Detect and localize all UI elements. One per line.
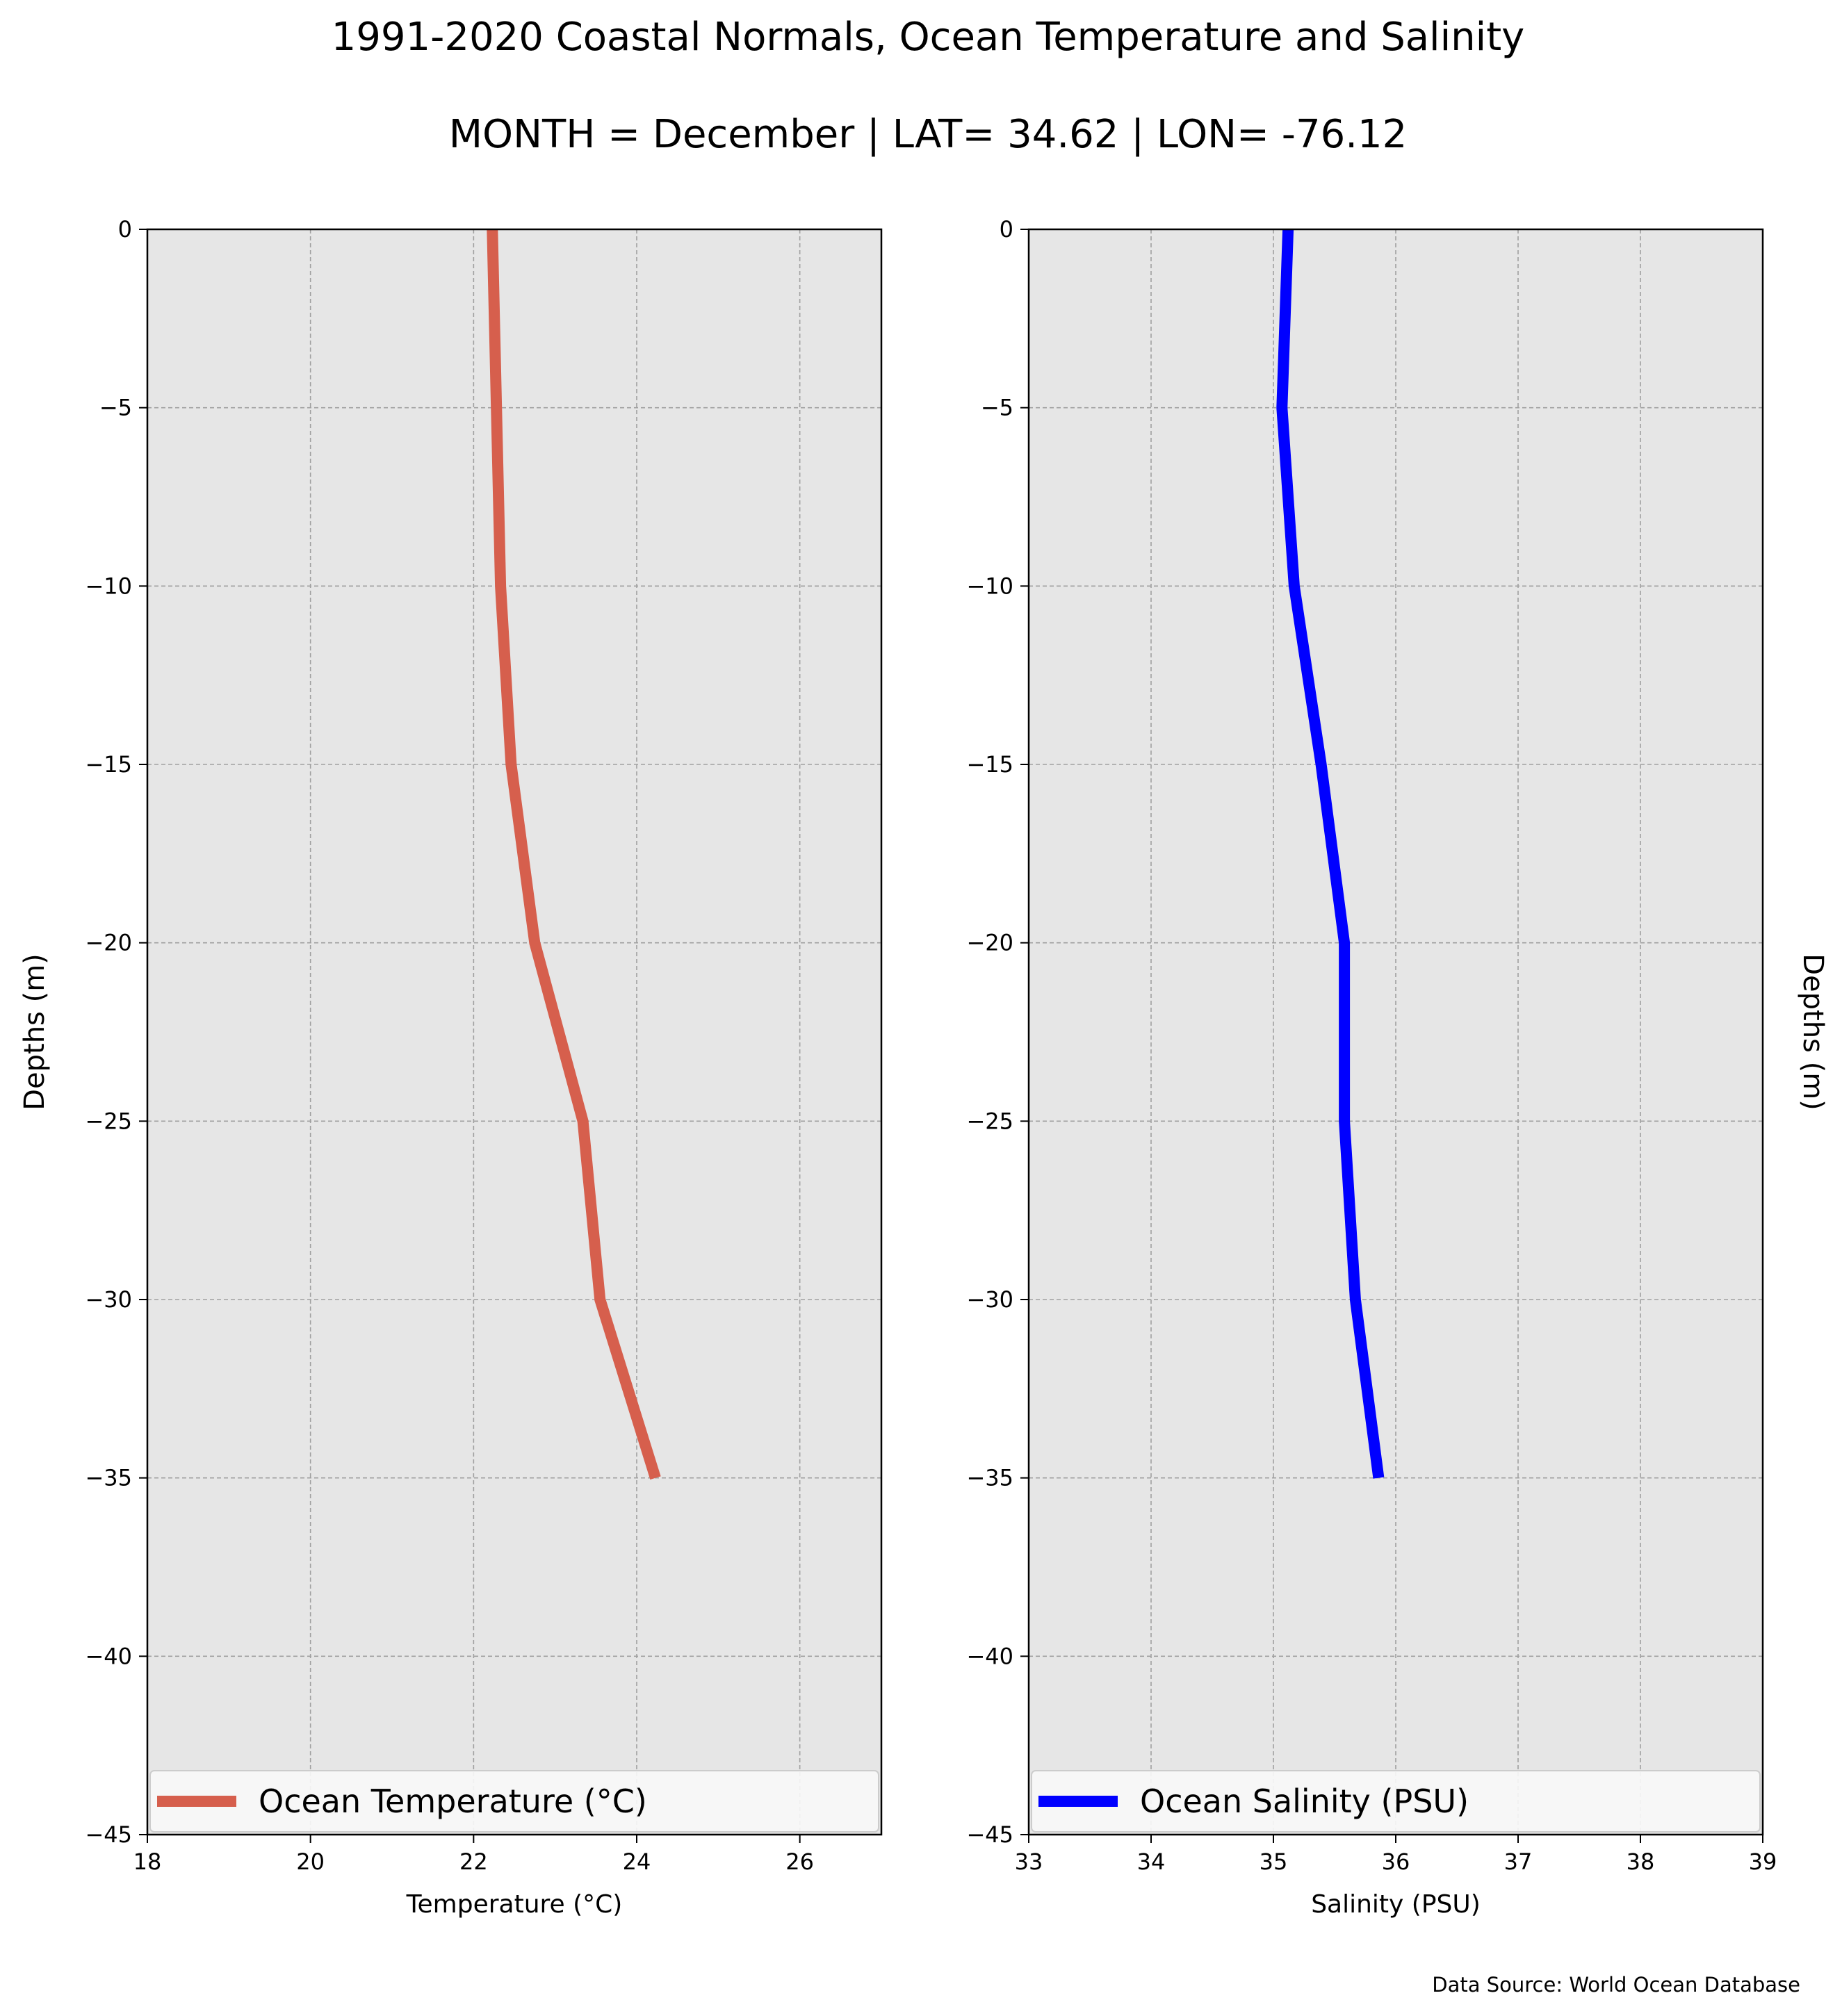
y-tick-label: −30 [966,1286,1013,1313]
legend-label: Ocean Salinity (PSU) [1140,1783,1469,1820]
y-tick-label: −40 [85,1643,132,1669]
y-axis-label: Depths (m) [19,953,51,1111]
x-tick-label: 34 [1137,1849,1166,1875]
figure-subtitle: MONTH = December | LAT= 34.62 | LON= -76… [449,112,1408,157]
y-tick-label: −10 [966,573,1013,599]
y-tick-label: −10 [85,573,132,599]
salinity-panel: Ocean Salinity (PSU) 33 34 35 36 37 38 39 0 −5 −10… [966,216,1829,1919]
plot-frame [146,228,883,1836]
x-axis-label: Salinity (PSU) [1311,1890,1481,1919]
x-tick-label: 22 [459,1849,488,1875]
y-tick-label: −15 [966,751,1013,778]
legend-box [149,1770,879,1833]
x-tick-label: 35 [1260,1849,1288,1875]
x-tick-label: 36 [1382,1849,1410,1875]
y-tick-label: 0 [118,216,132,243]
series-line [1276,229,1385,1479]
y-tick-label: −45 [85,1821,132,1848]
x-tick-label: 18 [133,1849,162,1875]
y-tick-label: −20 [85,930,132,956]
legend-box [1031,1770,1761,1833]
legend: Ocean Temperature (°C) [149,1770,879,1833]
x-tick-label: 33 [1015,1849,1043,1875]
y-tick-label: −5 [99,395,132,421]
y-tick-label: −45 [966,1821,1013,1848]
x-tick-label: 37 [1504,1849,1533,1875]
y-tick-label: −40 [966,1643,1013,1669]
x-tick-label: 38 [1627,1849,1655,1875]
x-tick-label: 24 [623,1849,651,1875]
y-tick-label: −35 [966,1465,1013,1491]
figure-title: 1991-2020 Coastal Normals, Ocean Tempera… [332,15,1525,60]
y-tick-label: −5 [981,395,1013,421]
data-source-note: Data Source: World Ocean Database [1432,1973,1800,1997]
y-tick-label: −15 [85,751,132,778]
y-tick-label: −25 [966,1108,1013,1134]
y-tick-label: −35 [85,1465,132,1491]
y-axis-label: Depths (m) [1797,953,1829,1111]
x-tick-label: 26 [785,1849,814,1875]
x-axis-label: Temperature (°C) [406,1890,623,1919]
x-tick-label: 39 [1749,1849,1777,1875]
plot-area [147,229,881,1835]
legend: Ocean Salinity (PSU) [1031,1770,1761,1833]
x-tick-label: 20 [296,1849,325,1875]
legend-label: Ocean Temperature (°C) [259,1783,647,1820]
y-tick-label: −30 [85,1286,132,1313]
y-tick-label: 0 [1000,216,1013,243]
y-tick-label: −25 [85,1108,132,1134]
y-tick-label: −20 [966,930,1013,956]
temperature-panel: Ocean Temperature (°C) 18 20 22 24 26 0 −5 −10 −1… [19,216,883,1919]
